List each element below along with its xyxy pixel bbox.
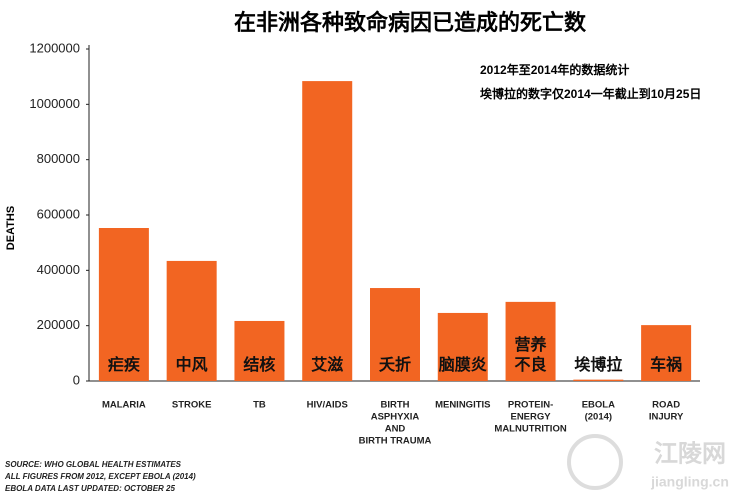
x-tick-label: (2014) bbox=[585, 412, 612, 423]
source: SOURCE: WHO GLOBAL HEALTH ESTIMATES bbox=[5, 460, 182, 469]
y-tick-label: 600000 bbox=[37, 206, 80, 221]
x-tick-label: ROAD bbox=[652, 400, 680, 411]
annotation: 2012年至2014年的数据统计 bbox=[480, 62, 629, 77]
bar bbox=[302, 81, 353, 382]
bar-label: 营养 bbox=[515, 335, 548, 354]
bar-label: 夭折 bbox=[378, 355, 411, 374]
x-tick-label: MALARIA bbox=[102, 400, 146, 411]
y-axis-label: DEATHS bbox=[5, 206, 17, 250]
bar-label: 不良 bbox=[515, 355, 547, 374]
bar bbox=[573, 379, 624, 381]
bar-label: 车祸 bbox=[650, 355, 682, 374]
bar-label: 脑膜炎 bbox=[439, 355, 487, 374]
annotation: 埃博拉的数字仅2014一年截止到10月25日 bbox=[480, 86, 701, 101]
x-tick-label: ASPHYXIA bbox=[371, 412, 420, 423]
bar bbox=[641, 325, 692, 381]
bar bbox=[505, 301, 556, 381]
x-tick-label: MENINGITIS bbox=[435, 400, 490, 411]
x-tick-label: MALNUTRITION bbox=[494, 424, 566, 435]
x-tick-label: BIRTH TRAUMA bbox=[359, 436, 432, 447]
x-tick-label: ENERGY bbox=[510, 412, 551, 423]
x-tick-label: INJURY bbox=[649, 412, 684, 423]
bar bbox=[234, 320, 285, 381]
bar-label: 结核 bbox=[242, 355, 275, 374]
x-tick-label: HIV/AIDS bbox=[307, 400, 348, 411]
x-tick-label: EBOLA bbox=[582, 400, 615, 411]
watermark: jiangling.cn bbox=[650, 474, 729, 490]
bar bbox=[98, 228, 149, 381]
bar bbox=[370, 288, 420, 381]
bar-label: 艾滋 bbox=[311, 355, 343, 374]
chart-title: 在非洲各种致命病因已造成的死亡数 bbox=[234, 10, 587, 35]
watermark-logo bbox=[567, 434, 623, 490]
y-tick-label: 0 bbox=[73, 372, 80, 387]
watermark: 江陵网 bbox=[654, 440, 726, 467]
bar bbox=[437, 312, 488, 381]
bar bbox=[166, 260, 217, 381]
y-tick-label: 1000000 bbox=[29, 96, 80, 111]
y-tick-label: 800000 bbox=[37, 151, 80, 166]
bar-label: 疟疾 bbox=[108, 355, 140, 374]
x-tick-label: AND bbox=[385, 424, 406, 435]
x-tick-label: STROKE bbox=[172, 400, 212, 411]
x-tick-label: BIRTH bbox=[380, 400, 409, 411]
y-tick-label: 400000 bbox=[37, 262, 80, 277]
source: EBOLA DATA LAST UPDATED: OCTOBER 25 bbox=[5, 484, 175, 493]
bar-label: 中风 bbox=[176, 355, 208, 374]
bar-label: 埃博拉 bbox=[574, 355, 622, 374]
source: ALL FIGURES FROM 2012, EXCEPT EBOLA (201… bbox=[4, 472, 196, 481]
y-tick-label: 200000 bbox=[37, 317, 80, 332]
x-tick-label: TB bbox=[253, 400, 266, 411]
x-tick-label: PROTEIN- bbox=[508, 400, 553, 411]
y-tick-label: 1200000 bbox=[29, 40, 80, 55]
